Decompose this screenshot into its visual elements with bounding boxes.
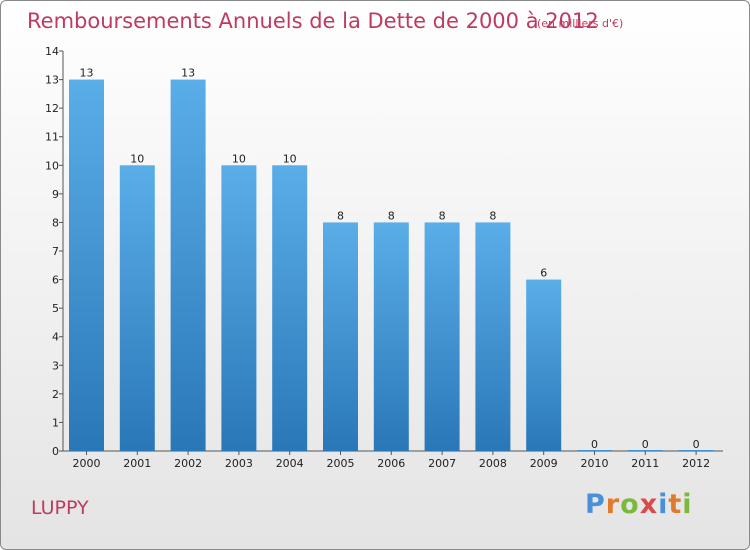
y-tick-label: 12 xyxy=(45,102,59,115)
x-tick-label: 2012 xyxy=(682,457,710,470)
logo-letter: i xyxy=(658,489,669,520)
chart-title: Remboursements Annuels de la Dette de 20… xyxy=(27,9,599,33)
data-label: 8 xyxy=(388,209,395,222)
y-tick-label: 14 xyxy=(45,45,59,58)
bar xyxy=(170,79,206,452)
x-tick-label: 2010 xyxy=(581,457,609,470)
data-label: 0 xyxy=(642,438,649,451)
y-tick-label: 7 xyxy=(52,245,59,258)
y-tick-label: 10 xyxy=(45,159,59,172)
bar xyxy=(627,450,663,451)
data-label: 8 xyxy=(337,209,344,222)
x-tick-label: 2003 xyxy=(225,457,253,470)
data-label: 6 xyxy=(540,267,547,280)
entity-name: LUPPY xyxy=(31,497,89,519)
bar xyxy=(475,222,511,451)
bar xyxy=(221,165,257,452)
x-tick-label: 2002 xyxy=(174,457,202,470)
data-label: 8 xyxy=(439,209,446,222)
x-tick-label: 2006 xyxy=(377,457,405,470)
bar xyxy=(424,222,460,451)
y-tick-label: 4 xyxy=(52,331,59,344)
y-tick-label: 13 xyxy=(45,74,59,87)
data-label: 13 xyxy=(181,67,195,80)
chart-unit: (en milliers d'€) xyxy=(537,17,624,30)
data-label: 8 xyxy=(489,209,496,222)
bar xyxy=(526,279,562,451)
data-label: 10 xyxy=(130,152,144,165)
bar xyxy=(119,165,155,452)
logo-letter: x xyxy=(639,489,659,520)
proxiti-logo[interactable]: Proxiti xyxy=(585,489,693,520)
logo-letter: t xyxy=(668,489,683,520)
y-tick-label: 6 xyxy=(52,274,59,287)
data-label: 13 xyxy=(80,67,94,80)
chart-bars xyxy=(69,79,714,452)
x-tick-label: 2005 xyxy=(327,457,355,470)
bar xyxy=(69,79,104,452)
y-tick-label: 3 xyxy=(52,359,59,372)
x-tick-label: 2007 xyxy=(428,457,456,470)
x-tick-label: 2001 xyxy=(123,457,151,470)
data-label: 10 xyxy=(232,152,246,165)
x-tick-label: 2009 xyxy=(530,457,558,470)
data-label: 0 xyxy=(591,438,598,451)
bar xyxy=(272,165,308,452)
y-tick-label: 0 xyxy=(52,445,59,458)
x-tick-label: 2011 xyxy=(631,457,659,470)
bar xyxy=(678,450,714,451)
logo-letter: P xyxy=(585,489,606,520)
logo-letter: o xyxy=(620,489,640,520)
data-label: 0 xyxy=(693,438,700,451)
x-tick-label: 2000 xyxy=(73,457,101,470)
bar xyxy=(373,222,409,451)
y-tick-label: 1 xyxy=(52,416,59,429)
y-tick-label: 8 xyxy=(52,216,59,229)
y-tick-label: 9 xyxy=(52,188,59,201)
logo-letter: i xyxy=(682,489,693,520)
bar xyxy=(323,222,358,451)
bar xyxy=(577,450,612,451)
y-tick-label: 11 xyxy=(45,131,59,144)
y-tick-label: 2 xyxy=(52,388,59,401)
logo-letter: r xyxy=(605,489,621,520)
data-label: 10 xyxy=(283,152,297,165)
y-tick-label: 5 xyxy=(52,302,59,315)
x-tick-label: 2004 xyxy=(276,457,304,470)
chart-labels: 13 10 13 10 10 8 8 8 8 6 0 0 0 xyxy=(80,67,700,451)
x-tick-label: 2008 xyxy=(479,457,507,470)
